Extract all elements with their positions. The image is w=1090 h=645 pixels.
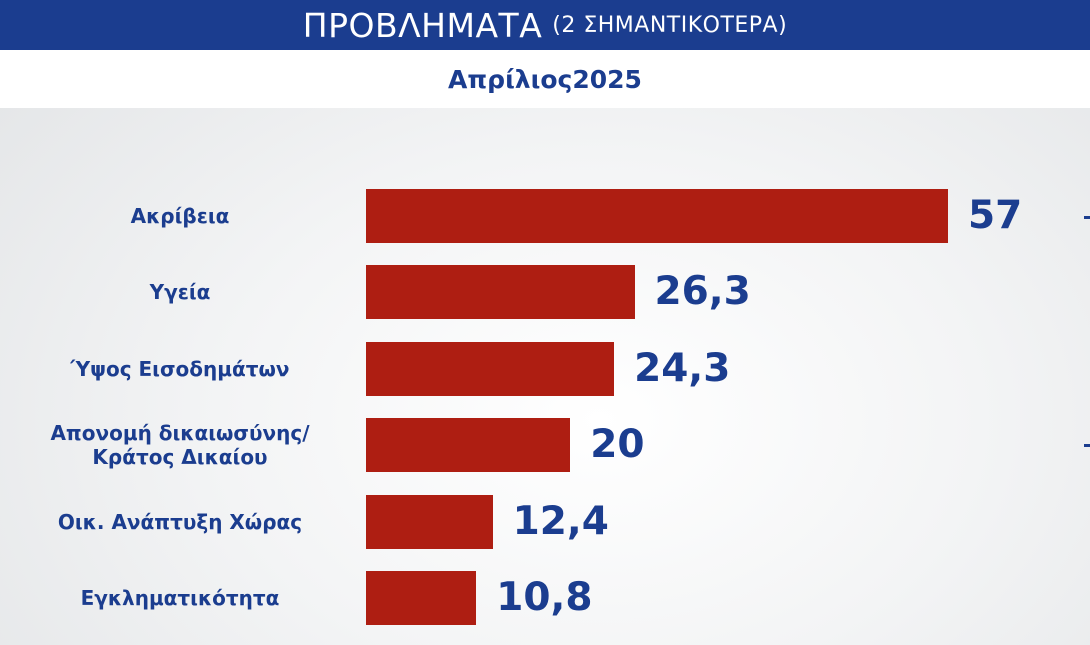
edge-mark	[1084, 216, 1090, 219]
period-bar: Απρίλιος2025	[0, 50, 1090, 108]
value-label: 12,4	[512, 498, 609, 544]
bar-chart: Ακρίβεια 57 Υγεία 26,3 Ύψος Εισοδημάτων 24,3 Α…	[0, 108, 1090, 645]
bar	[366, 418, 571, 473]
value-label: 24,3	[634, 345, 731, 391]
category-label: Εγκληματικότητα	[80, 586, 280, 610]
category-label: Οικ. Ανάπτυξη Χώρας	[57, 509, 303, 534]
bar	[366, 494, 493, 549]
category-label: Ύψος Εισοδημάτων	[70, 356, 290, 381]
chart-title: ΠΡΟΒΛΗΜΑΤΑ	[302, 5, 543, 45]
period-label: Απρίλιος2025	[448, 64, 642, 94]
value-label: 57	[968, 193, 1023, 238]
chart-header: ΠΡΟΒΛΗΜΑΤΑ (2 ΣΗΜΑΝΤΙΚΟΤΕΡΑ)	[0, 0, 1090, 50]
edge-mark	[1084, 444, 1090, 447]
bar	[366, 341, 615, 396]
value-label: 10,8	[496, 575, 593, 620]
value-label: 26,3	[654, 269, 751, 315]
value-label: 20	[590, 422, 645, 468]
bar	[366, 189, 948, 243]
chart-subtitle: (2 ΣΗΜΑΝΤΙΚΟΤΕΡΑ)	[552, 12, 788, 38]
bar	[366, 265, 635, 320]
bar	[366, 571, 477, 625]
category-label: Κράτος Δικαίου	[92, 445, 268, 470]
category-label: Ακρίβεια	[130, 204, 230, 228]
category-label: Απονομή δικαιωσύνης/	[50, 421, 310, 446]
category-label: Υγεία	[149, 280, 211, 305]
